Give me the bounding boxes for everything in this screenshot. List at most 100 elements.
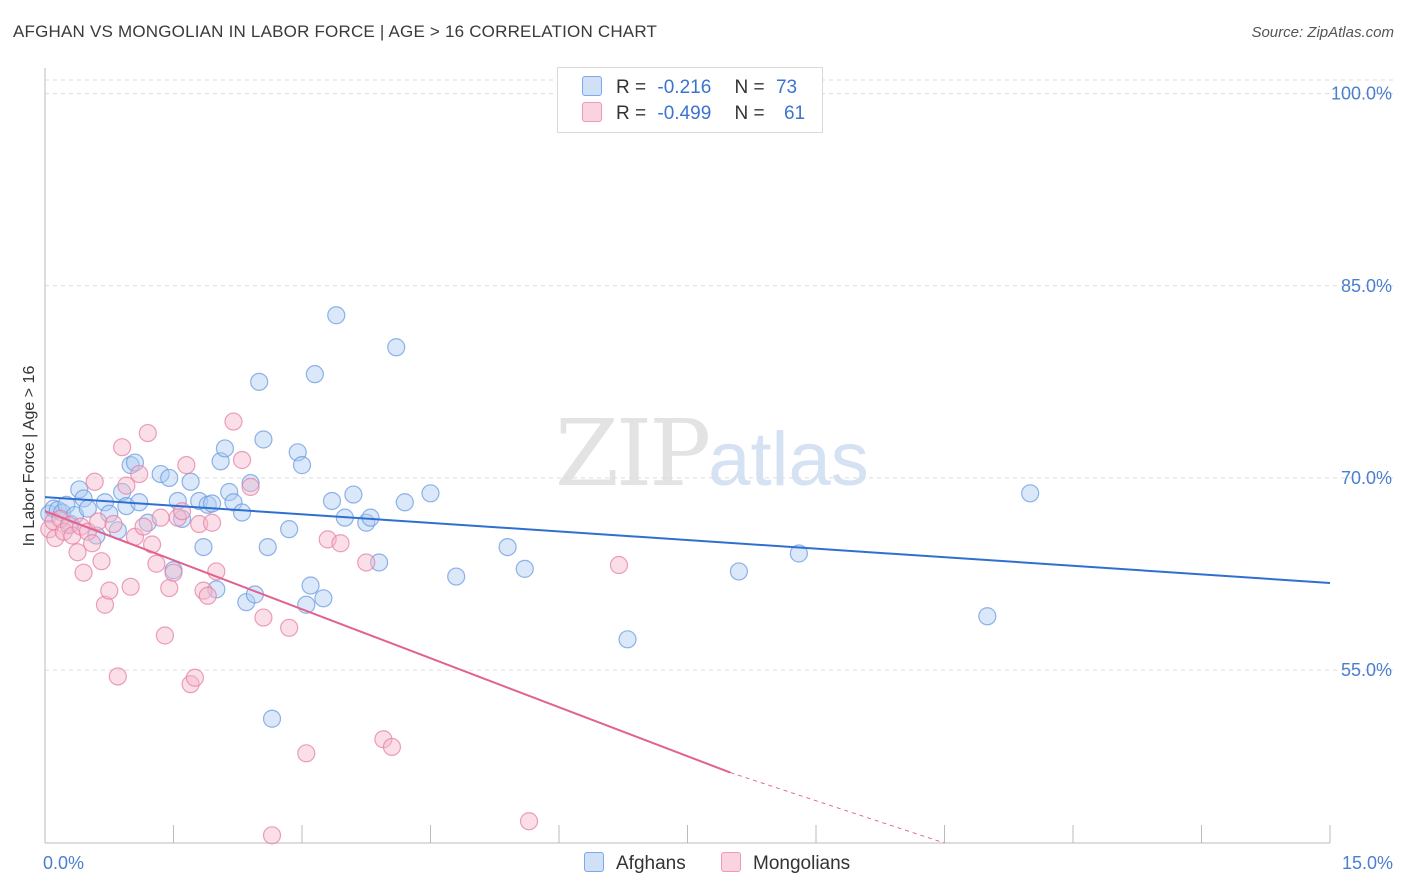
mongolians-point: [177, 456, 196, 475]
mongolians-trend-line: [44, 510, 731, 774]
mongolians-point: [104, 514, 123, 534]
mongolians-swatch: [721, 852, 742, 872]
mongolians-trend-extension: [730, 772, 945, 844]
mongolians-point: [92, 552, 111, 571]
mongolians-point: [85, 472, 104, 491]
afghans-point: [125, 453, 145, 472]
legend-r-value: -0.216: [657, 77, 712, 98]
mongolians-point: [74, 563, 93, 582]
mongolians-point: [68, 543, 87, 562]
legend-swatch-afghans: [582, 76, 602, 96]
afghans-point: [301, 576, 320, 595]
afghans-point: [447, 567, 466, 586]
legend-box: R = -0.216 N = 73 R = -0.499 N = 61: [557, 67, 823, 133]
y-tick-label: 85.0%: [1341, 276, 1392, 296]
mongolians-point: [112, 438, 132, 457]
mongolians-point: [117, 476, 136, 495]
afghans-point: [421, 484, 440, 503]
series-afghans: [40, 306, 1040, 728]
afghans-point: [262, 709, 282, 728]
mongolians-point: [164, 563, 183, 582]
afghans-point: [254, 430, 273, 449]
legend-row-mongolians: R = -0.499 N = 61: [582, 102, 805, 126]
afghans-point: [789, 544, 808, 563]
mongolians-point: [262, 826, 282, 845]
afghans-label: Afghans: [616, 853, 686, 874]
series-mongolians: [40, 412, 629, 845]
afghans-point: [322, 491, 342, 511]
afghans-point: [978, 607, 997, 626]
legend-r-label: R =: [616, 77, 647, 98]
legend-n-value: 73: [775, 77, 798, 98]
legend-item-mongolians[interactable]: Mongolians: [721, 852, 850, 875]
afghans-point: [370, 553, 389, 572]
watermark-atlas: atlas: [708, 417, 869, 502]
chart-title: AFGHAN VS MONGOLIAN IN LABOR FORCE | AGE…: [13, 22, 658, 41]
mongolians-point: [519, 812, 539, 831]
afghans-point: [305, 365, 324, 384]
afghans-point: [729, 562, 749, 581]
mongolians-point: [108, 667, 127, 686]
y-tick-label: 70.0%: [1341, 468, 1392, 488]
afghans-point: [160, 468, 179, 488]
x-tick-label: 0.0%: [43, 853, 84, 873]
afghans-trend-line: [44, 496, 1331, 584]
legend-swatch-mongolians: [582, 102, 602, 122]
mongolians-point: [241, 477, 260, 496]
mongolians-point: [147, 554, 166, 573]
afghans-point: [314, 589, 333, 608]
afghans-swatch: [584, 852, 604, 872]
afghans-point: [220, 482, 239, 502]
mongolians-point: [224, 412, 243, 431]
afghans-point: [232, 503, 252, 522]
legend-item-afghans[interactable]: Afghans: [584, 852, 686, 875]
mongolians-point: [100, 581, 119, 600]
x-tick-label: 15.0%: [1342, 853, 1393, 873]
y-tick-label: 55.0%: [1341, 660, 1392, 680]
mongolians-point: [609, 555, 629, 575]
mongolians-point: [138, 423, 157, 443]
mongolians-point: [331, 534, 350, 553]
afghans-point: [395, 493, 414, 512]
legend-n-value: 61: [783, 103, 806, 124]
y-axis-title: In Labor Force | Age > 16: [21, 366, 38, 547]
afghans-point: [181, 472, 200, 491]
bottom-legend: Afghans Mongolians: [584, 852, 880, 875]
legend-r-label: R =: [616, 103, 647, 124]
watermark-zip: ZIP: [555, 400, 711, 507]
mongolians-point: [134, 517, 153, 536]
axis-labels: 55.0% 70.0% 85.0% 100.0% 0.0% 15.0% In Labor F…: [21, 84, 1393, 873]
mongolians-point: [297, 744, 316, 763]
afghans-point: [258, 537, 277, 557]
mongolians-point: [89, 512, 108, 531]
source-label: Source: ZipAtlas.com: [1251, 24, 1394, 41]
afghans-point: [70, 480, 89, 499]
mongolians-point: [254, 608, 273, 627]
legend-r-value: -0.499: [657, 103, 712, 124]
trend-lines: [44, 496, 1331, 844]
afghans-point: [327, 306, 346, 325]
afghans-point: [250, 372, 269, 391]
mongolians-point: [280, 618, 299, 637]
mongolians-label: Mongolians: [753, 853, 851, 874]
afghans-point: [280, 520, 299, 539]
afghans-point: [387, 338, 406, 357]
afghans-point: [1021, 484, 1040, 503]
legend-n-label: N =: [734, 103, 765, 124]
afghans-point: [344, 485, 363, 504]
afghans-point: [194, 537, 213, 557]
afghans-point: [151, 464, 170, 484]
afghans-point: [498, 537, 517, 557]
mongolians-point: [160, 578, 179, 598]
mongolians-point: [121, 577, 140, 596]
mongolians-point: [357, 553, 376, 572]
mongolians-point: [155, 626, 175, 645]
afghans-point: [618, 630, 637, 649]
mongolians-point: [198, 586, 217, 605]
mongolians-point: [83, 534, 102, 553]
mongolians-point: [185, 668, 205, 687]
mongolians-point: [382, 737, 402, 757]
legend-row-afghans: R = -0.216 N = 73: [582, 76, 797, 100]
axis-ticks: [44, 825, 1331, 843]
